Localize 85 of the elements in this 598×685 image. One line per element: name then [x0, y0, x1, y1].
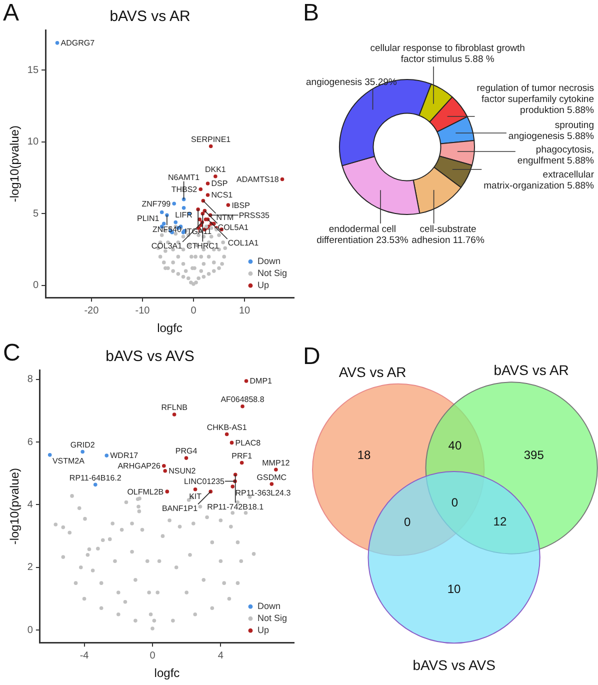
- y-tick-label: 15: [27, 64, 39, 76]
- y-tick-label: 5: [32, 208, 39, 220]
- chart-title: bAVS vs AR: [110, 8, 190, 26]
- chart-title: bAVS vs AVS: [106, 348, 194, 366]
- annotation: NCS1: [211, 190, 234, 200]
- x-tick-label: 0: [150, 650, 156, 662]
- annotation: PLAC8: [235, 438, 262, 448]
- slice-label: regulation of tumor necrosis factor superfamily cytokine produktion 5.88%: [476, 82, 595, 116]
- annotation: LINC01235: [184, 476, 226, 486]
- legend-label: Not Sig: [257, 268, 287, 278]
- legend-label: Down: [257, 256, 280, 266]
- y-tick-label: 4: [27, 499, 34, 510]
- annotation: DKK1: [204, 165, 226, 174]
- y-tick-label: 2: [27, 562, 34, 574]
- x-tick-label: -20: [84, 305, 100, 316]
- annotation: BANF1P1: [162, 504, 198, 513]
- text: C: [3, 340, 20, 367]
- annotation: VSTM2A: [52, 456, 86, 466]
- annotation: AF064858.8: [220, 395, 265, 404]
- y-axis-title: -log10(pvalue): [8, 125, 22, 202]
- annotation: PLIN1: [137, 214, 160, 224]
- text: 10: [447, 582, 462, 596]
- x-axis-title: logfc: [157, 321, 182, 336]
- legend-label: Up: [257, 280, 269, 290]
- annotation: NSUN2: [168, 466, 196, 476]
- annotation: PRSS35: [238, 210, 270, 220]
- annotation: CTHRC1: [186, 241, 220, 250]
- x-tick-label: 10: [238, 305, 251, 316]
- y-tick-label: 10: [27, 136, 39, 148]
- annotation: RP11-64B16.2: [69, 473, 122, 482]
- slice-label: endodermal cell differentiation 23.53%: [316, 224, 409, 246]
- x-tick-label: 0: [190, 305, 197, 316]
- annotation: ZNF799: [142, 199, 172, 208]
- annotation: DMP1: [250, 376, 273, 386]
- legend-label: Up: [257, 625, 269, 636]
- annotation: WDR17: [110, 451, 139, 460]
- category-label: bAVS vs AR: [494, 362, 569, 378]
- text: 0: [451, 496, 458, 510]
- y-tick-label: 0: [32, 280, 39, 292]
- legend-label: Not Sig: [257, 613, 287, 624]
- annotation: RP11-742B18.1: [207, 502, 264, 512]
- annotation: ADGRG7: [60, 38, 96, 48]
- annotation: LIFR: [175, 210, 193, 220]
- y-tick-label: 0: [27, 624, 34, 636]
- annotation: COL3A1: [151, 242, 183, 251]
- annotation: ARHGAP26: [118, 462, 161, 471]
- annotation: SERPINE1: [191, 134, 232, 144]
- text: 0: [404, 515, 411, 530]
- category-label: AVS vs AR: [338, 364, 406, 380]
- annotation: GRID2: [70, 440, 96, 450]
- y-tick-label: 6: [27, 436, 34, 448]
- annotation: CHKB-AS1: [206, 422, 248, 432]
- annotation: OLFML2B: [127, 487, 164, 496]
- annotation: PRG4: [175, 446, 198, 456]
- annotation: IBSP: [232, 200, 250, 210]
- annotation: RP11-363L24.3: [235, 488, 292, 498]
- text: 395: [524, 448, 544, 462]
- annotation: RFLNB: [161, 403, 188, 412]
- category-label: bAVS vs AVS: [412, 657, 496, 674]
- y-tick-label: 8: [27, 374, 34, 386]
- y-axis-title: -log10(pvalue): [8, 468, 22, 545]
- text: 40: [448, 438, 462, 453]
- slice-label: cell-substrate adhesion 11.76%: [412, 224, 485, 246]
- x-tick-label: -10: [135, 305, 150, 316]
- x-axis-title: logfc: [154, 666, 180, 680]
- annotation: GSDMC: [256, 472, 287, 482]
- annotation: PRF1: [232, 451, 253, 460]
- slice-label: extracellular matrix-organization 5.88%: [484, 170, 595, 192]
- text: 18: [357, 448, 372, 462]
- slice-label: cellular response to fibroblast growth factor stimulus 5.88 %: [370, 42, 525, 65]
- x-tick-label: -4: [80, 650, 90, 662]
- annotation: ADAMTS18: [236, 174, 280, 184]
- text: A: [3, 0, 20, 27]
- legend-label: Down: [257, 601, 280, 612]
- annotation: MMP12: [262, 458, 290, 468]
- annotation: DSP: [211, 179, 228, 188]
- text: 12: [493, 514, 507, 528]
- annotation: N6AMT1: [168, 173, 200, 182]
- annotation: COL1A1: [228, 238, 260, 248]
- text: B: [303, 0, 320, 27]
- annotation: COL5A1: [218, 223, 250, 232]
- slice-label: phagocytosis, engulfment 5.88%: [517, 144, 595, 166]
- text: D: [303, 343, 320, 370]
- x-tick-label: 4: [218, 650, 224, 662]
- annotation: KIT: [189, 492, 202, 502]
